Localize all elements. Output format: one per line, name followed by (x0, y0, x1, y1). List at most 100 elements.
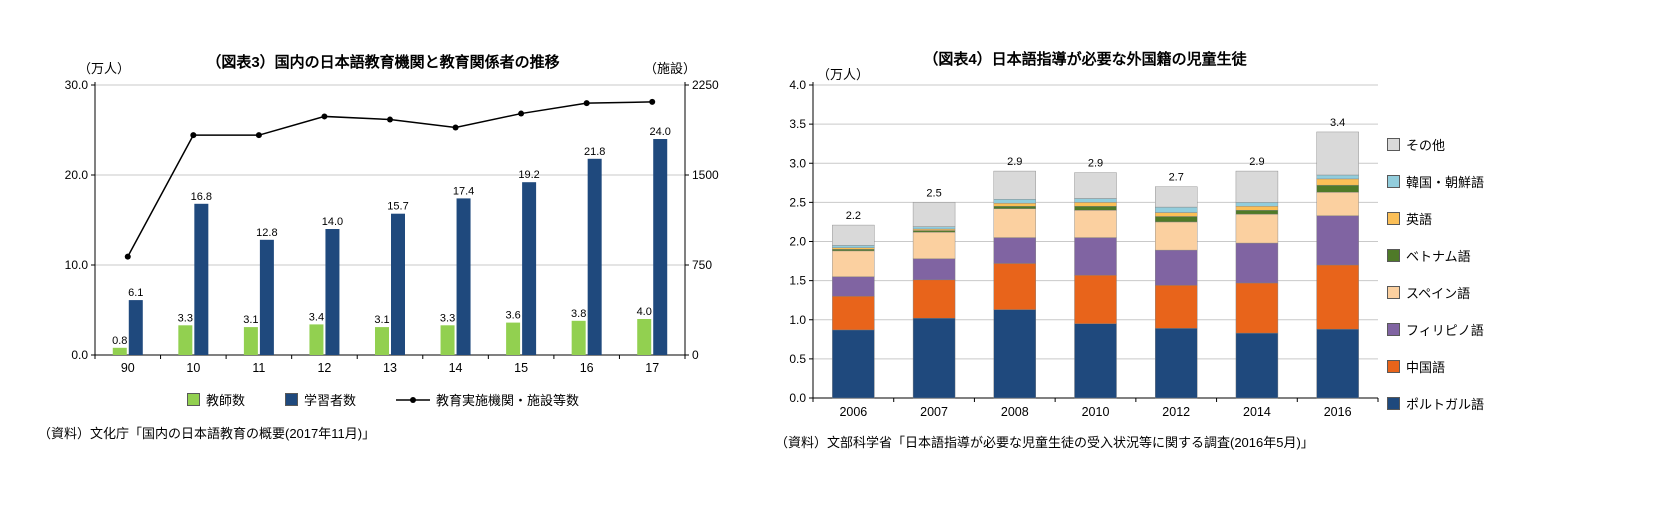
total-label: 2.9 (1088, 158, 1103, 170)
bar-segment-spanish (1074, 209, 1117, 238)
learners-value-label: 21.8 (584, 146, 605, 158)
bar-teachers (637, 319, 652, 355)
bar-teachers (571, 320, 586, 355)
figure3-right-axis-unit: （施設） (644, 61, 697, 76)
right-tick-label: 0 (692, 348, 699, 362)
learners-value-label: 12.8 (256, 227, 277, 239)
bar-segment-korean (912, 226, 956, 230)
bar-teachers (112, 347, 127, 355)
bar-segment-english (993, 202, 1036, 207)
category-label: 10 (186, 361, 200, 375)
figure4-legend: その他 韓国・朝鮮語 英語 ベトナム語 スペイン語 フィリピノ語 中国語 ポルトガル語 (1387, 135, 1484, 413)
figure3-source: （資料）文化庁「国内の日本語教育の概要(2017年11月)」 (38, 426, 376, 441)
bar-segment-filipino (912, 258, 956, 281)
total-label: 2.9 (1249, 156, 1264, 168)
teachers-value-label: 3.1 (243, 314, 258, 326)
institutions-line-marker (452, 124, 459, 131)
bar-segment-other (912, 202, 956, 227)
y-tick-label: 2.5 (789, 195, 806, 209)
bar-segment-other (1155, 186, 1198, 208)
legend-swatch-other (1387, 138, 1400, 151)
figure4-legend-item-portuguese: ポルトガル語 (1387, 394, 1484, 413)
legend-swatch-portuguese (1387, 397, 1400, 410)
legend-label: 韓国・朝鮮語 (1406, 175, 1485, 190)
figure4-legend-item-other: その他 (1387, 135, 1484, 154)
bar-learners (522, 182, 537, 355)
bar-learners (391, 213, 405, 355)
bar-segment-portuguese (912, 317, 956, 399)
learners-value-label: 16.8 (191, 191, 212, 203)
bar-segment-other (1235, 170, 1279, 203)
bar-segment-vietnamese (832, 249, 875, 252)
learners-value-label: 24.0 (650, 126, 671, 138)
bar-segment-other (1074, 172, 1117, 199)
bar-segment-chinese (1074, 274, 1117, 324)
bar-learners (325, 229, 340, 355)
learners-value-label: 6.1 (128, 287, 143, 299)
bar-segment-portuguese (993, 309, 1036, 399)
teachers-value-label: 3.3 (178, 312, 193, 324)
figure3-left-axis-unit: （万人） (78, 61, 131, 76)
legend-swatch-teachers (186, 393, 200, 406)
bar-segment-vietnamese (1316, 184, 1359, 193)
legend-swatch-learners (284, 393, 298, 406)
figure4-title: （図表4）日本語指導が必要な外国籍の児童生徒 (923, 51, 1247, 68)
bar-learners (587, 158, 602, 355)
bar-learners (456, 198, 471, 355)
y-tick-label: 1.5 (789, 274, 806, 288)
bar-learners (653, 139, 668, 355)
figure3-legend: 教師数 学習者数 教育実施機関・施設等数 (38, 390, 728, 409)
figure4-legend-item-filipino: フィリピノ語 (1387, 320, 1484, 339)
bar-segment-korean (1316, 174, 1359, 180)
bar-learners (128, 300, 143, 355)
category-label: 2010 (1082, 405, 1110, 419)
category-label: 11 (252, 361, 265, 375)
bar-segment-korean (1074, 198, 1117, 203)
figure3-japanese-education-chart: （図表3）国内の日本語教育機関と教育関係者の推移 （万人） （施設） 0.0 10… (38, 45, 728, 460)
learners-value-label: 14.0 (322, 216, 343, 228)
bar-segment-other (1316, 131, 1359, 176)
bar-segment-english (1316, 178, 1359, 186)
bar-segment-vietnamese (1235, 209, 1279, 215)
bar-segment-vietnamese (1074, 206, 1117, 211)
teachers-value-label: 3.1 (374, 314, 389, 326)
institutions-line-marker (124, 253, 131, 260)
legend-swatch-filipino (1387, 323, 1400, 336)
bar-segment-portuguese (1074, 323, 1117, 399)
bar-segment-portuguese (1155, 328, 1198, 399)
category-label: 13 (383, 361, 397, 375)
y-tick-label: 2.0 (789, 235, 806, 249)
bar-segment-chinese (832, 296, 875, 331)
figure4-legend-item-chinese: 中国語 (1387, 357, 1484, 376)
category-label: 15 (514, 361, 528, 375)
institutions-line-marker (255, 132, 262, 139)
figure3-legend-item-institutions: 教育実施機関・施設等数 (396, 390, 579, 409)
bar-segment-filipino (1074, 237, 1117, 276)
teachers-value-label: 3.3 (440, 312, 455, 324)
bar-segment-filipino (832, 276, 875, 297)
bar-segment-chinese (1316, 264, 1359, 330)
teachers-value-label: 3.4 (309, 311, 324, 323)
figure3-legend-item-learners: 学習者数 (284, 390, 356, 409)
total-label: 2.9 (1007, 156, 1022, 168)
bar-segment-portuguese (1235, 332, 1279, 399)
figure3-legend-item-teachers: 教師数 (186, 390, 245, 409)
bar-segment-vietnamese (993, 206, 1036, 209)
figure4-legend-item-english: 英語 (1387, 209, 1484, 228)
bar-segment-english (1155, 212, 1198, 217)
y-tick-label: 1.0 (789, 313, 806, 327)
total-label: 2.5 (926, 187, 941, 199)
bar-segment-korean (1235, 202, 1279, 207)
bar-segment-english (1074, 202, 1117, 207)
institutions-line-marker (518, 110, 525, 117)
left-tick-label: 10.0 (65, 258, 89, 272)
category-label: 12 (317, 361, 331, 375)
category-label: 2016 (1324, 405, 1352, 419)
bar-segment-portuguese (832, 329, 875, 399)
legend-line-sample (396, 396, 430, 403)
y-tick-label: 3.5 (789, 117, 806, 131)
bar-segment-spanish (1155, 221, 1198, 251)
bar-learners (194, 203, 209, 355)
bar-segment-english (832, 247, 875, 250)
figure3-title: （図表3）国内の日本語教育機関と教育関係者の推移 (206, 54, 560, 71)
